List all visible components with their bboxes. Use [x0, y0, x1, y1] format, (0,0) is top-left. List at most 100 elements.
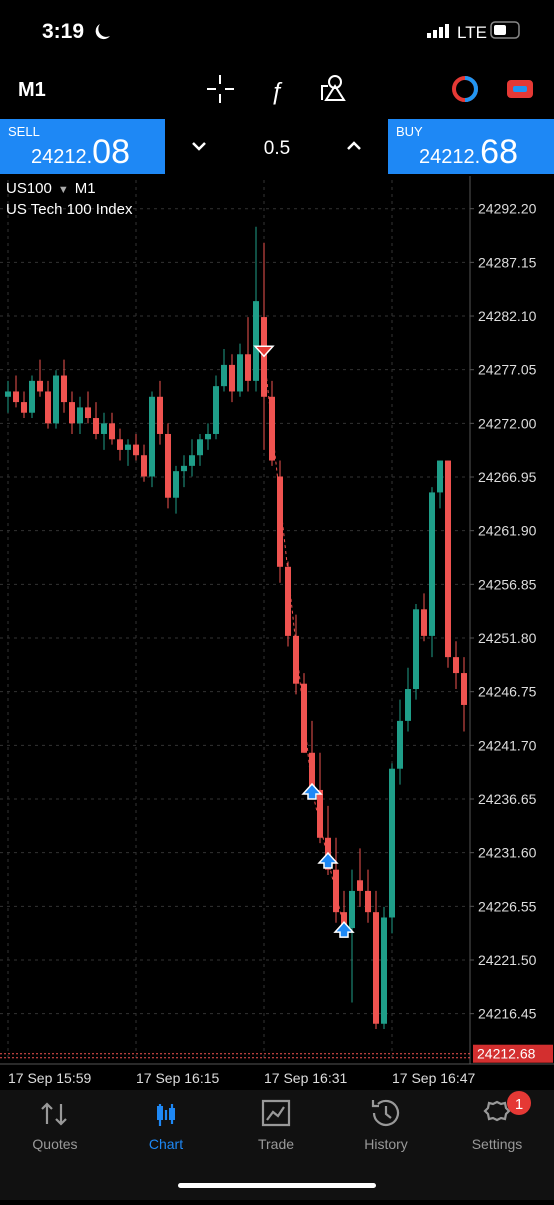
nav-label: Chart [149, 1136, 183, 1152]
nav-icon [371, 1099, 400, 1126]
home-indicator [178, 1183, 376, 1188]
sell-button[interactable] [0, 119, 165, 174]
candle-body [229, 364, 235, 392]
bottom-nav [0, 1090, 554, 1200]
objects-icon[interactable] [321, 75, 346, 101]
y-tick-label: 24292.20 [478, 201, 537, 217]
volume[interactable]: 0.5 [264, 138, 290, 159]
candle-body [437, 460, 443, 493]
nav-label: History [364, 1136, 408, 1152]
candle-body [333, 869, 339, 913]
y-tick-label: 24241.70 [478, 737, 537, 753]
status-network: LTE [457, 23, 487, 42]
nav-icon [169, 1108, 175, 1120]
buy-button[interactable] [388, 119, 554, 174]
nav-icon [483, 1100, 511, 1122]
sell-price-frac: 08 [92, 133, 130, 171]
buy-label: BUY [396, 124, 423, 139]
indicators-icon[interactable]: ƒ [270, 78, 283, 105]
candle-body [213, 386, 219, 434]
nav-label: Quotes [32, 1136, 77, 1152]
y-tick-label: 24216.45 [478, 1006, 537, 1022]
nav-item[interactable]: Quotes [32, 1102, 78, 1152]
candle-body [13, 391, 19, 403]
candle-body [117, 439, 123, 450]
y-tick-label: 24261.90 [478, 523, 537, 539]
y-tick-label: 24266.95 [478, 469, 537, 485]
candle-body [285, 566, 291, 636]
sell-marker [253, 345, 275, 358]
candle-body [445, 460, 451, 658]
sell-label: SELL [8, 124, 40, 139]
symbol: US100 [6, 180, 52, 197]
candle-body [93, 418, 99, 434]
x-tick-label: 17 Sep 15:59 [8, 1070, 92, 1086]
candle-body [173, 471, 179, 498]
candle-body [181, 465, 187, 472]
candle-body [429, 492, 435, 636]
battery-level [494, 25, 506, 35]
moon-icon [95, 24, 110, 40]
chart-symbol: US100 ▼ M1 [6, 180, 96, 197]
candle-body [317, 789, 323, 838]
y-tick-label: 24277.05 [478, 362, 537, 378]
chart-timeframe: M1 [75, 180, 96, 197]
battery [490, 21, 520, 39]
buy-marker [317, 851, 339, 869]
candle-body [421, 609, 427, 636]
nav-item[interactable]: Settings [472, 1100, 523, 1152]
candle-body [405, 689, 411, 721]
candle-body [277, 476, 283, 567]
buy-marker [301, 782, 323, 800]
candle-body [157, 396, 163, 434]
candle-body [253, 301, 259, 381]
candle-body [389, 768, 395, 918]
candle-body [85, 407, 91, 419]
nav-icon [157, 1106, 163, 1120]
candle-body [21, 402, 27, 413]
chart-description: US Tech 100 Index [6, 201, 133, 218]
y-tick-label: 24221.50 [478, 952, 537, 968]
nav-item[interactable]: Chart [149, 1104, 183, 1152]
badge [507, 1091, 531, 1115]
candle-body [165, 433, 171, 498]
dropdown-arrow[interactable]: ▼ [58, 184, 69, 196]
volume-down[interactable] [192, 142, 206, 151]
candle-body [245, 354, 251, 381]
crosshair-icon[interactable] [207, 75, 234, 103]
current-price-box [473, 1044, 553, 1063]
candle-body [109, 423, 115, 440]
volume-up[interactable] [347, 141, 361, 150]
candle-body [141, 455, 147, 477]
nav-label: Trade [258, 1136, 294, 1152]
y-tick-label: 24272.00 [478, 415, 537, 431]
buy-price-main: 24212. [419, 146, 480, 168]
chart: 24292.20 24287.15 24282.10 24277.05 24272.00… [0, 176, 554, 1086]
candle-body [309, 752, 315, 790]
x-tick-label: 17 Sep 16:31 [264, 1070, 348, 1086]
buy-price: 24212.68 [419, 133, 518, 171]
trade-link [263, 354, 313, 791]
nav-item[interactable]: Trade [258, 1099, 294, 1152]
candle-body [189, 455, 195, 466]
y-tick-label: 24287.15 [478, 254, 537, 270]
nav-label: Settings [472, 1136, 523, 1152]
candle-body [77, 407, 83, 424]
candle-body [101, 423, 107, 434]
y-tick-label: 24231.60 [478, 845, 537, 861]
nav-icon [261, 1099, 291, 1127]
candle-body [133, 444, 139, 456]
candle-body [349, 890, 355, 929]
timeframe-button[interactable]: M1 [18, 79, 46, 101]
candle-body [341, 912, 347, 929]
signal-icon [427, 24, 449, 38]
candle-body [53, 375, 59, 424]
candle-body [197, 439, 203, 456]
candle-body [453, 657, 459, 674]
nav-item[interactable]: History [364, 1099, 408, 1152]
candle-body [149, 396, 155, 477]
badge-count: 1 [515, 1096, 523, 1113]
